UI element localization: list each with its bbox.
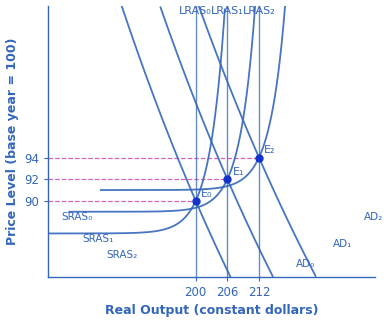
Text: AD₁: AD₁ — [333, 239, 352, 249]
Text: E₁: E₁ — [232, 167, 244, 177]
Text: SRAS₀: SRAS₀ — [61, 212, 93, 222]
Text: E₂: E₂ — [264, 145, 276, 155]
Text: AD₀: AD₀ — [296, 259, 315, 269]
Text: LRAS₂: LRAS₂ — [243, 6, 275, 16]
Y-axis label: Price Level (base year = 100): Price Level (base year = 100) — [5, 37, 19, 245]
Text: E₀: E₀ — [201, 189, 213, 199]
Text: LRAS₁: LRAS₁ — [211, 6, 244, 16]
Text: SRAS₂: SRAS₂ — [106, 250, 137, 260]
X-axis label: Real Output (constant dollars): Real Output (constant dollars) — [105, 305, 318, 318]
Text: AD₂: AD₂ — [364, 212, 384, 222]
Text: SRAS₁: SRAS₁ — [82, 234, 114, 244]
Text: LRAS₀: LRAS₀ — [179, 6, 212, 16]
